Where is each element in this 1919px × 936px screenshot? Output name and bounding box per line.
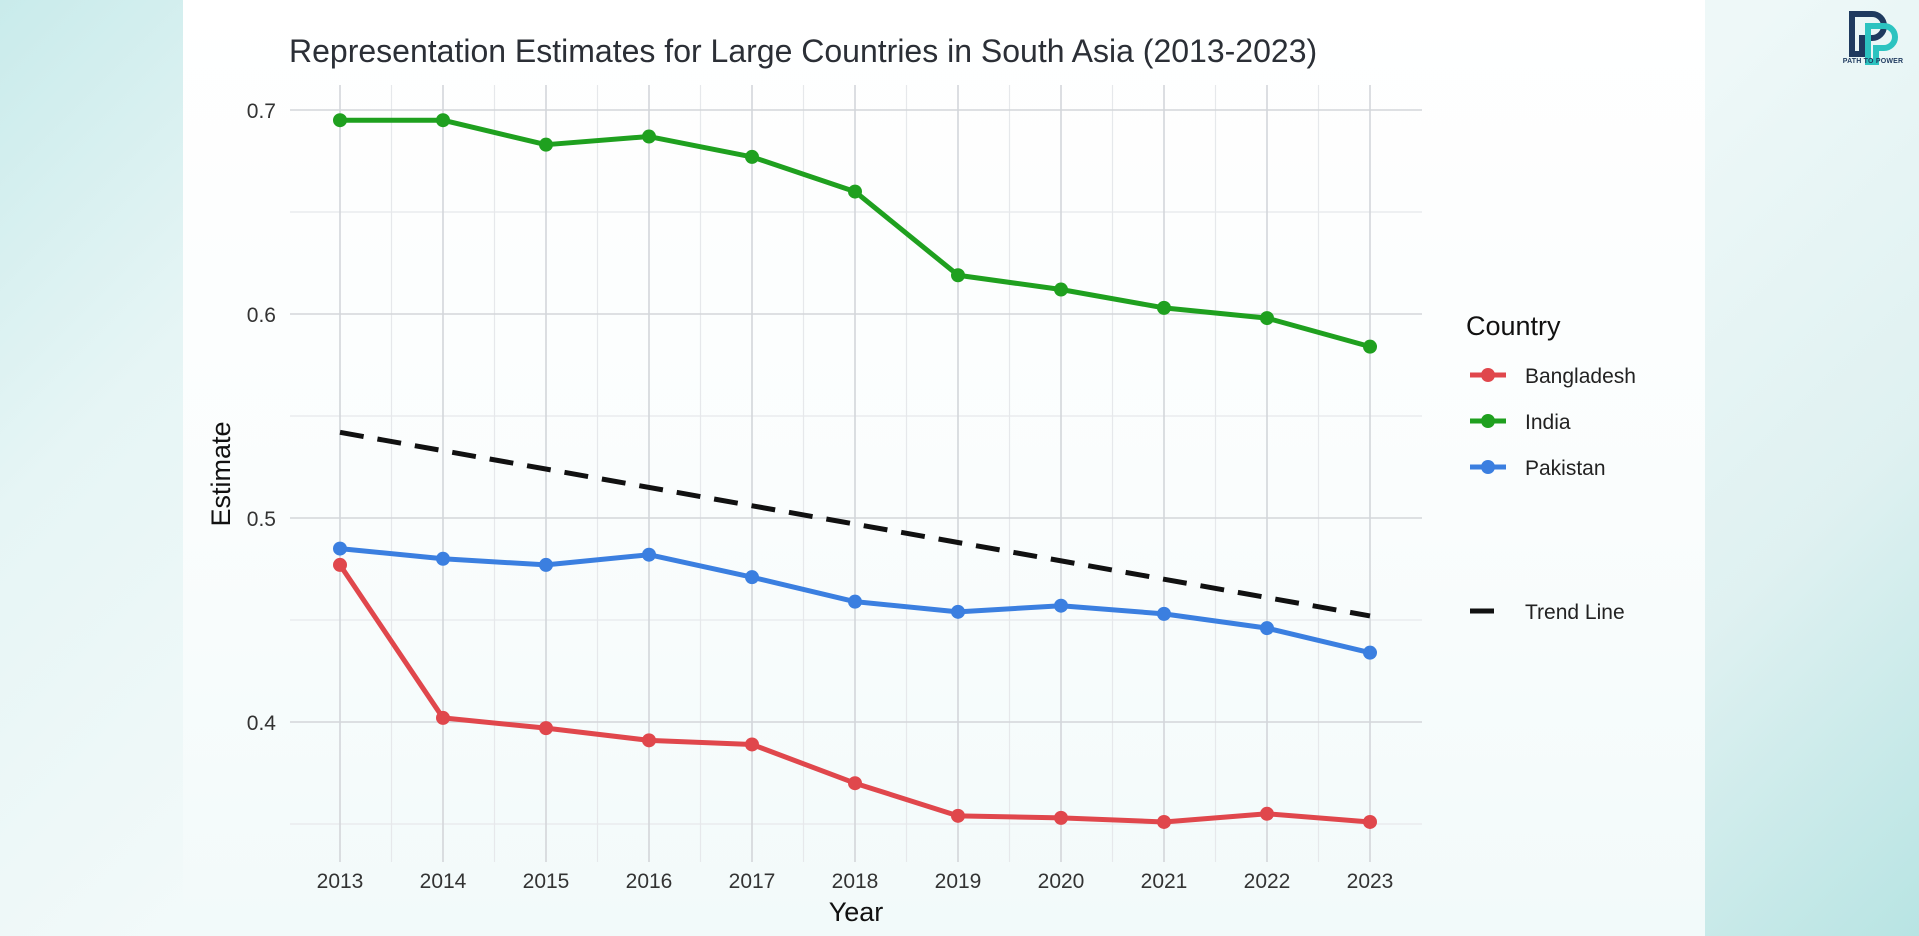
data-point-bangladesh [1260, 806, 1274, 821]
y-tick-label: 0.4 [247, 712, 277, 735]
data-point-india [1157, 300, 1171, 315]
x-tick-label: 2021 [1141, 870, 1188, 893]
data-point-pakistan [333, 541, 347, 556]
y-tick-label: 0.6 [247, 304, 276, 327]
x-tick-label: 2016 [626, 870, 673, 893]
y-axis-label: Estimate [206, 421, 236, 526]
data-point-bangladesh [951, 808, 965, 823]
data-point-pakistan [539, 557, 553, 572]
legend-title: Country [1466, 311, 1561, 341]
data-point-bangladesh [436, 710, 450, 725]
x-tick-label: 2020 [1038, 870, 1085, 893]
data-point-india [848, 184, 862, 199]
data-point-pakistan [1157, 606, 1171, 621]
data-point-india [1054, 282, 1068, 297]
series-layer [333, 113, 1377, 829]
data-point-bangladesh [848, 776, 862, 791]
major-gridlines [290, 85, 1422, 862]
logo-text: PATH TO POWER [1842, 58, 1904, 65]
data-point-pakistan [1363, 645, 1377, 660]
chart-panel [183, 0, 1705, 936]
data-point-bangladesh [333, 557, 347, 572]
data-point-india [745, 149, 759, 164]
x-tick-label: 2022 [1244, 870, 1291, 893]
chart-title: Representation Estimates for Large Count… [289, 33, 1317, 69]
x-tick-label: 2019 [935, 870, 982, 893]
legend-swatch-point-pakistan [1481, 460, 1495, 474]
data-point-india [539, 137, 553, 152]
data-point-pakistan [848, 594, 862, 609]
data-point-pakistan [745, 570, 759, 585]
trend-line [339, 429, 1371, 619]
legend-label-india: India [1525, 411, 1571, 434]
data-point-pakistan [1054, 598, 1068, 613]
y-tick-label: 0.5 [247, 508, 276, 531]
y-tick-label: 0.7 [247, 100, 276, 123]
data-point-bangladesh [745, 737, 759, 752]
data-point-bangladesh [1363, 814, 1377, 829]
y-axis-ticks: 0.4 0.5 0.6 0.7 [247, 100, 277, 735]
legend-items: Bangladesh India Pakistan Trend Line [1470, 365, 1636, 624]
data-point-pakistan [436, 551, 450, 566]
legend-swatch-point-india [1481, 414, 1495, 428]
trend-line-layer [339, 429, 1371, 619]
data-point-bangladesh [642, 733, 656, 748]
x-tick-label: 2015 [523, 870, 570, 893]
x-tick-label: 2014 [420, 870, 467, 893]
data-point-pakistan [642, 547, 656, 562]
legend-label-bangladesh: Bangladesh [1525, 365, 1636, 388]
x-tick-label: 2018 [832, 870, 879, 893]
data-point-pakistan [1260, 621, 1274, 636]
x-tick-label: 2023 [1347, 870, 1394, 893]
x-axis-ticks: 2013 2014 2015 2016 2017 2018 2019 2020 2021 2022… [317, 870, 1394, 893]
data-point-india [642, 129, 656, 144]
data-point-india [436, 113, 450, 128]
data-point-india [1260, 311, 1274, 326]
legend-swatch-point-bangladesh [1481, 368, 1495, 382]
path-to-power-logo [1849, 11, 1898, 65]
legend: Country Bangladesh India Pakistan Trend Lin… [1466, 311, 1636, 624]
x-axis-label: Year [829, 897, 884, 927]
data-point-india [951, 268, 965, 283]
data-point-india [1363, 339, 1377, 354]
data-point-india [333, 113, 347, 128]
x-tick-label: 2017 [729, 870, 776, 893]
legend-label-trend-line: Trend Line [1525, 601, 1625, 624]
legend-label-pakistan: Pakistan [1525, 457, 1606, 480]
x-tick-label: 2013 [317, 870, 364, 893]
data-point-bangladesh [1157, 814, 1171, 829]
data-point-bangladesh [539, 721, 553, 736]
minor-gridlines [290, 85, 1422, 862]
data-point-bangladesh [1054, 810, 1068, 825]
data-point-pakistan [951, 604, 965, 619]
